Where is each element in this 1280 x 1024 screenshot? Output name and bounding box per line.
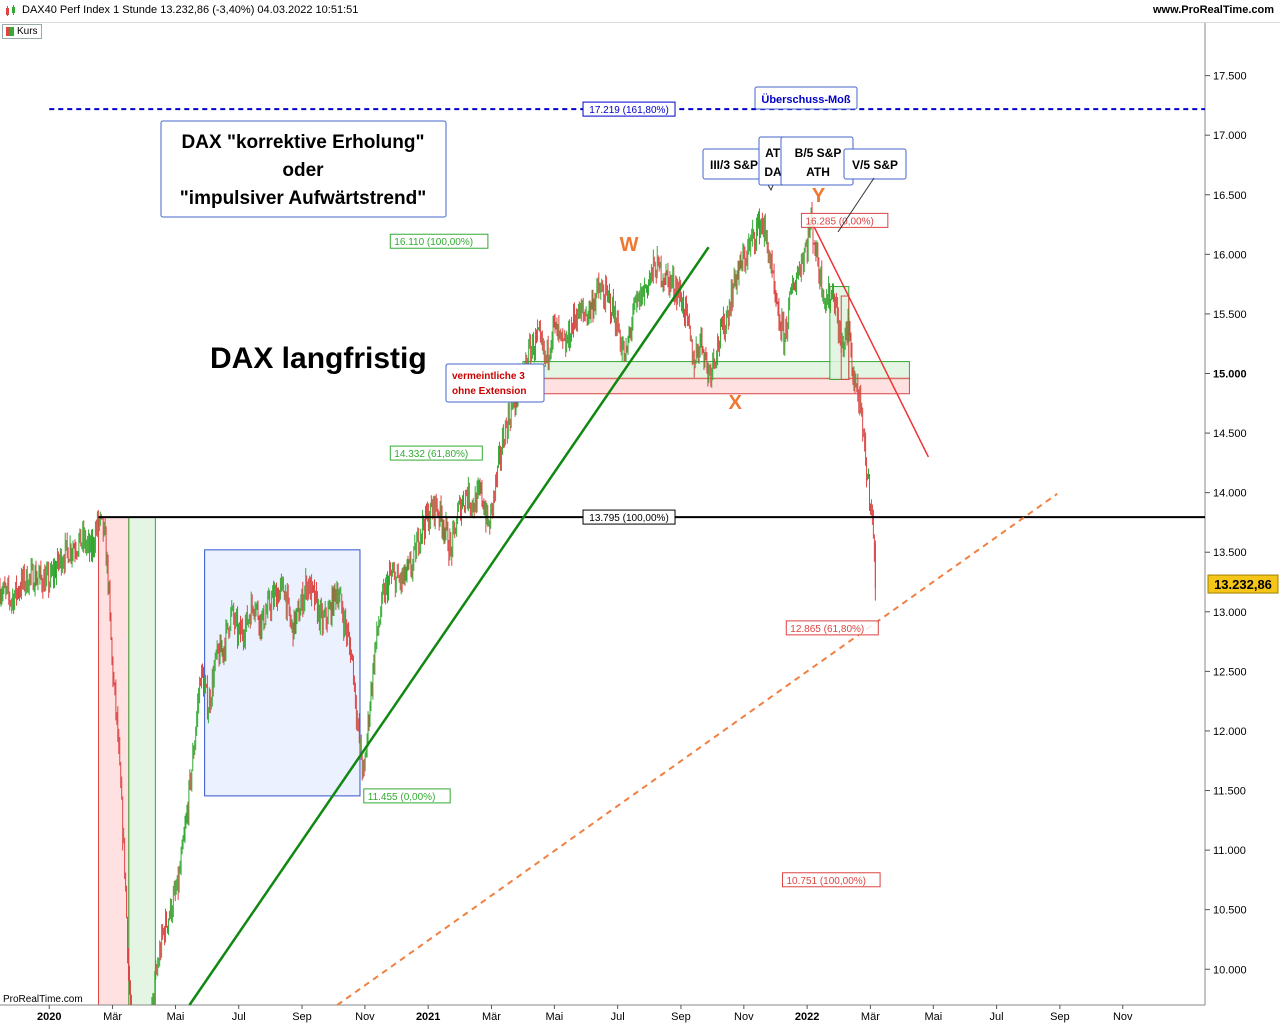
title-box-line: oder [282,160,324,181]
chart-header: DAX40 Perf Index 1 Stunde 13.232,86 (-3,… [0,0,1280,23]
time-tick-label: Mai [924,1011,942,1023]
fib-label: 11.455 (0,00%) [368,792,436,803]
fib-label: 12.865 (61,80%) [790,624,864,635]
time-tick-label: Mär [482,1011,501,1023]
price-axis: 17.500 17.000 16.500 16.000 15.500 15.000 14.5… [1205,71,1279,976]
fib-label-box [389,233,489,249]
current-price-badge [1207,574,1279,594]
callout-pointer [837,177,875,233]
time-tick-label: Sep [1050,1011,1070,1023]
fib-label-box [800,212,889,228]
price-tick-label: 12.000 [1213,726,1247,738]
price-tick-label: 17.500 [1213,71,1247,83]
time-tick-label: Mai [167,1011,185,1023]
price-tick-label: 13.000 [1213,607,1247,619]
wave-label: X [728,392,742,414]
fib-label: 14.332 (61,80%) [394,449,468,460]
time-tick-label: 2020 [37,1011,61,1023]
time-tick-label: 2022 [795,1011,819,1023]
price-tick-label: 14.000 [1213,488,1247,500]
fib-label: 16.110 (100,00%) [394,237,473,248]
big-title: DAX langfristig [210,342,427,375]
fib-label: 10.751 (100,00%) [786,876,866,887]
candlestick-icon [6,5,15,16]
brand-link[interactable]: www.ProRealTime.com [1152,4,1274,16]
fib-label: 16.285 (0,00%) [805,216,873,227]
price-tick-label: 16.000 [1213,249,1247,261]
v5-box [843,148,907,180]
price-tick-label: 11.000 [1213,845,1246,857]
time-tick-label: Jul [232,1011,246,1023]
time-axis: 2020 Mär Mai Jul Sep Nov 2021 Mär Mai Jul Sep Nov 20… [3,994,1133,1023]
time-tick-label: Sep [292,1011,312,1023]
price-tick-label: 17.000 [1213,130,1247,142]
price-level-label: 13.795 (100,00%) [589,513,669,524]
price-level-label-box [582,509,676,525]
trend-line [810,220,930,458]
time-tick-label: Mär [103,1011,122,1023]
b5-line: B/5 S&P [795,146,842,160]
series-legend[interactable]: Kurs [2,24,42,39]
trend-line [336,493,1058,1006]
b5-line: ATH [806,165,830,179]
trend-lines [188,220,1058,1006]
time-tick-label: Mai [546,1011,564,1023]
iii3-label: III/3 S&P [710,158,758,172]
price-level-label: 17.219 (161,80%) [589,105,669,116]
ext-note-line: ohne Extension [452,386,526,397]
time-tick-label: Jul [611,1011,625,1023]
horizontal-levels: 13.795 (100,00%) 17.219 (161,80%) [49,101,1205,525]
chart-zones [98,286,910,1006]
price-zone [840,295,850,380]
overshoot-box [754,86,858,110]
wave-labels: W X Y [620,185,826,414]
chart-grid [0,22,1206,1006]
price-tick-label: 13.500 [1213,547,1247,559]
price-tick-label: 11.500 [1213,786,1246,798]
time-tick-label: 2021 [416,1011,440,1023]
time-tick-label: Sep [671,1011,691,1023]
fib-label-box [785,620,879,636]
time-tick-label: Nov [355,1011,375,1023]
price-tick-label: 15.000 [1213,368,1247,380]
watermark: ProRealTime.com [3,994,83,1005]
fib-labels: 16.110 (100,00%) 14.332 (61,80%) 11.455 (0… [363,212,889,888]
current-price-label: 13.232,86 [1214,577,1272,592]
time-tick-label: Mär [861,1011,880,1023]
price-tick-label: 14.500 [1213,428,1247,440]
time-tick-label: Nov [734,1011,754,1023]
fib-label-box [363,788,451,804]
price-series [0,201,876,1005]
price-tick-label: 15.500 [1213,309,1247,321]
v5-label: V/5 S&P [852,158,898,172]
price-tick-label: 16.500 [1213,190,1247,202]
price-level-label-box [582,101,676,117]
price-tick-label: 10.000 [1213,964,1247,976]
ext-note-line: vermeintliche 3 [452,371,525,382]
time-tick-label: Jul [990,1011,1004,1023]
wave-label: Y [812,185,826,207]
price-zone [522,377,910,395]
trend-line [188,246,710,1006]
title-box-line: DAX "korrektive Erholung" [182,132,425,153]
title-box-line: "impulsiver Aufwärtstrend" [180,188,426,209]
title-box [160,120,447,218]
instrument-title: DAX40 Perf Index 1 Stunde 13.232,86 (-3,… [22,4,359,16]
price-zone [128,516,156,1006]
series-swatch-icon [6,27,14,36]
price-tick-label: 10.500 [1213,905,1247,917]
time-tick-label: Nov [1113,1011,1133,1023]
fib-label-box [389,445,483,461]
annotations: DAX "korrektive Erholung" oder "impulsiver… [160,86,907,403]
price-zone [98,516,130,1006]
price-tick-label: 12.500 [1213,666,1247,678]
overshoot-label: Überschuss-Moß [761,93,851,106]
ext-note-box [445,363,545,403]
wave-label: W [620,234,639,256]
legend-label: Kurs [17,26,38,37]
fib-label-box [781,872,881,888]
